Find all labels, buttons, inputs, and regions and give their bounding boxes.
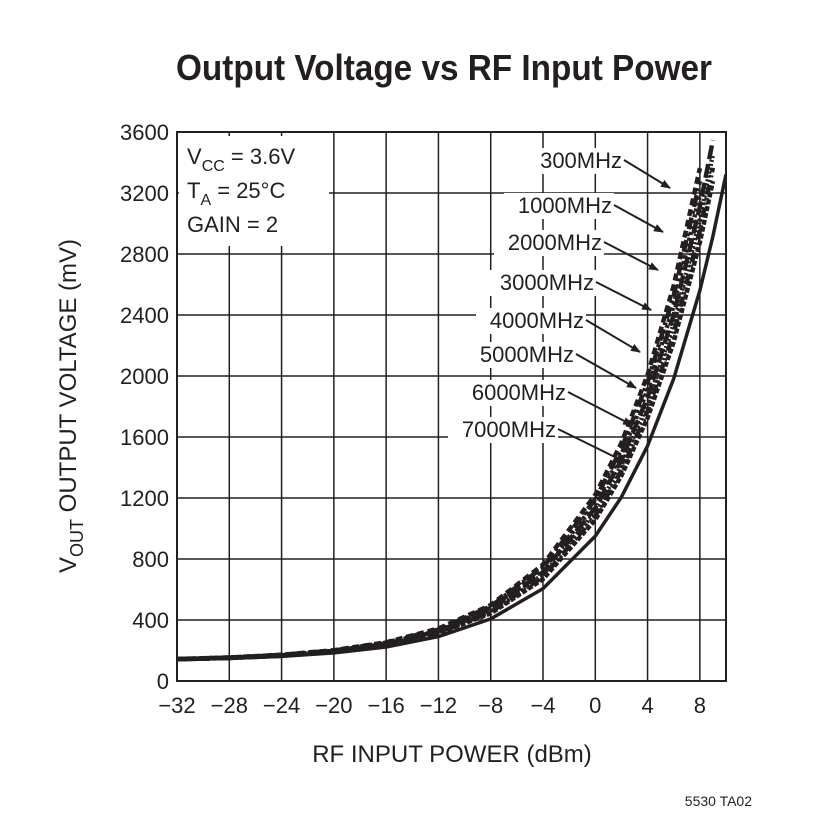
series-label-arrow [557,428,626,463]
series-label-bg [504,193,614,219]
series-label-bg [458,380,568,406]
series-label: 6000MHz [472,380,566,405]
conditions-box [179,136,329,246]
series-label: 2000MHz [508,230,602,255]
x-tick-label: −32 [158,693,195,718]
y-axis-label-sub: OUT [67,519,87,557]
series-label-bg [494,230,604,256]
condition-rest: = 3.6V [225,144,296,169]
series-label-arrow [613,204,664,233]
series-label: 1000MHz [518,193,612,218]
plot-frame [176,131,727,682]
series-label-arrow [603,241,659,271]
series-label: 3000MHz [500,270,594,295]
series-label: 7000MHz [462,417,556,442]
condition-main: T [187,178,200,203]
x-tick-label: 0 [589,693,601,718]
series-label-bg [466,342,576,368]
x-axis-label: RF INPUT POWER (dBm) [312,741,592,768]
series-label-bg [486,270,596,296]
condition-rest: = 25°C [211,178,285,203]
footnote: 5530 TA02 [685,793,752,809]
condition-sub: CC [202,158,225,175]
y-tick-label: 400 [132,608,169,633]
condition-sub: A [200,192,211,209]
x-tick-label: −24 [263,693,300,718]
y-tick-label: 1200 [120,486,169,511]
y-axis-label: VOUT OUTPUT VOLTAGE (mV) [55,239,87,573]
series-label-arrow [585,319,641,353]
series-label-bg [476,308,586,334]
series-label-arrow [575,353,637,389]
y-tick-label: 1600 [120,425,169,450]
plot-lines [177,139,726,662]
y-tick-label: 2000 [120,364,169,389]
condition-main: GAIN = 2 [187,212,278,237]
condition: TA = 25°C [187,178,285,209]
y-axis-label-rest: OUTPUT VOLTAGE (mV) [55,239,82,519]
condition: VCC = 3.6V [187,144,295,175]
x-tick-label: −28 [211,693,248,718]
series-label: 5000MHz [480,342,574,367]
series-label: 300MHz [540,148,622,173]
y-axis-label-main: V [55,557,82,573]
series-label-bg [448,417,558,443]
series-label-bg [514,148,624,174]
x-tick-label: −12 [420,693,457,718]
condition-main: V [187,144,202,169]
series-label: 4000MHz [490,308,584,333]
x-tick-label: −16 [367,693,404,718]
x-tick-label: −20 [315,693,352,718]
x-tick-label: 4 [641,693,653,718]
series-label-arrow [567,391,633,426]
chart-title: Output Voltage vs RF Input Power [176,47,712,88]
y-tick-label: 2400 [120,303,169,328]
x-tick-label: −8 [478,693,503,718]
y-tick-label: 3600 [120,120,169,145]
y-tick-label: 3200 [120,181,169,206]
x-tick-label: −4 [530,693,555,718]
series-label-arrow [595,281,652,311]
y-tick-label: 0 [157,669,169,694]
y-tick-label: 2800 [120,242,169,267]
x-tick-label: 8 [694,693,706,718]
condition: GAIN = 2 [187,212,278,237]
y-tick-label: 800 [132,547,169,572]
series-line [177,174,726,662]
series-label-arrow [623,159,671,189]
